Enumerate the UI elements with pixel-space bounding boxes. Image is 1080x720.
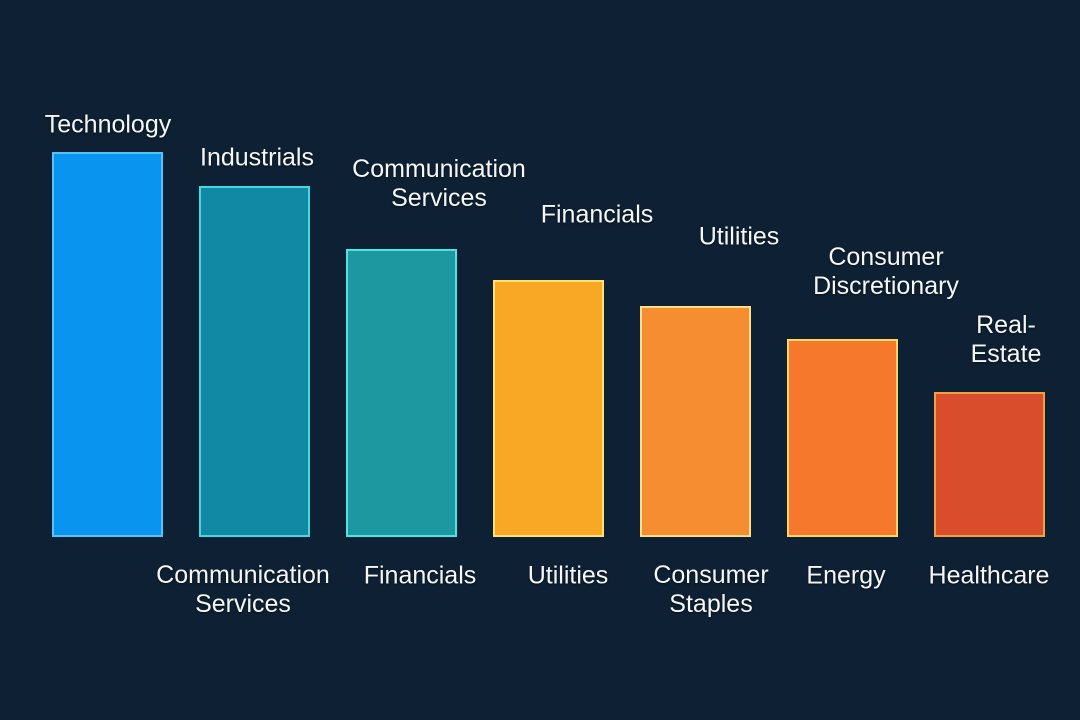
bar-utilities (640, 306, 751, 537)
bottom-label-communication-services: Financials (363, 561, 477, 590)
bar-financials (493, 280, 604, 537)
top-label-consumer-discretionary: Consumer Discretionary (813, 243, 959, 300)
top-label-communication-services: Communication Services (352, 155, 526, 212)
bottom-label-industrials: Communication Services (156, 561, 330, 618)
bottom-label-consumer-discretionary: Energy (806, 561, 886, 590)
bar-technology (52, 152, 163, 537)
bar-industrials (199, 186, 310, 537)
bottom-label-utilities: Consumer Staples (653, 561, 769, 618)
bar-real-estate (934, 392, 1045, 537)
top-label-financials: Financials (540, 200, 654, 229)
top-label-technology: Technology (44, 110, 172, 139)
bottom-label-real-estate: Healthcare (928, 561, 1050, 590)
bottom-label-financials: Utilities (527, 561, 609, 590)
top-label-real-estate: Real- Estate (970, 311, 1042, 368)
top-label-utilities: Utilities (698, 222, 780, 251)
bar-communication-services (346, 249, 457, 537)
bar-consumer-discretionary (787, 339, 898, 537)
top-label-industrials: Industrials (200, 143, 314, 172)
